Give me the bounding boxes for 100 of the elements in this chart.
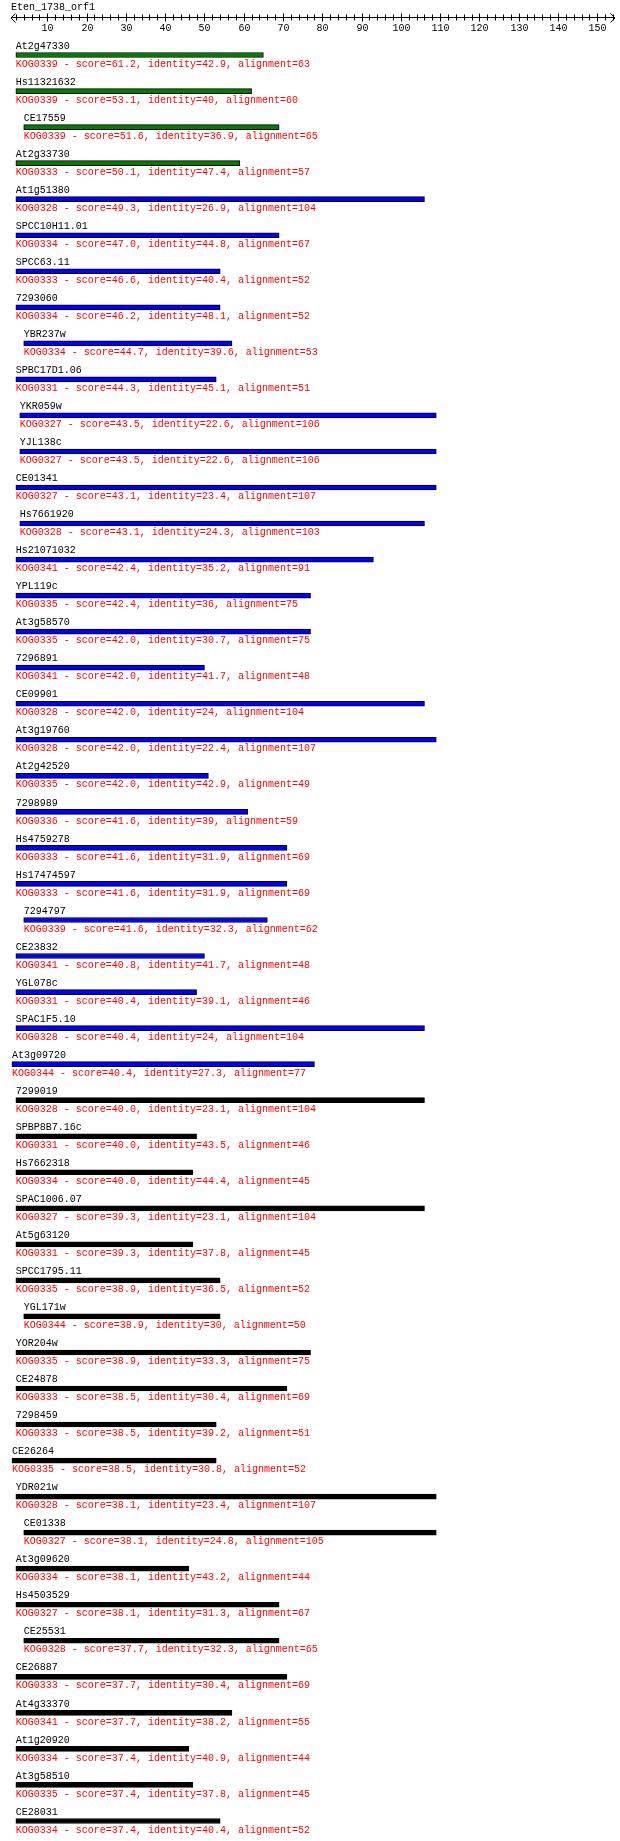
data-label: KOG0341 - score=37.7, identity=38.2, alignment=55: [15, 1716, 310, 1728]
x-tick-label: 90: [356, 22, 369, 34]
data-label: KOG0328 - score=40.4, identity=24, alignment=104: [15, 1031, 304, 1043]
bar: [23, 1637, 280, 1644]
y-tick-label: At3g19760: [15, 725, 70, 737]
data-label: KOG0328 - score=37.7, identity=32.3, alignment=65: [23, 1644, 318, 1656]
y-tick-label: CE25531: [23, 1626, 66, 1638]
y-tick-label: YPL119c: [15, 581, 58, 593]
data-label: KOG0328 - score=42.0, identity=22.4, alignment=107: [15, 743, 316, 755]
data-label: KOG0341 - score=42.4, identity=35.2, alignment=91: [15, 563, 310, 575]
data-label: KOG0334 - score=47.0, identity=44.8, alignment=67: [15, 238, 310, 250]
y-tick-label: CE26264: [11, 1446, 54, 1458]
data-label: KOG0333 - score=46.6, identity=40.4, alignment=52: [15, 274, 310, 286]
data-label: KOG0331 - score=40.0, identity=43.5, alignment=46: [15, 1139, 310, 1151]
y-tick-label: At2g47330: [15, 40, 70, 52]
y-tick-label: CE01341: [15, 473, 58, 485]
data-label: KOG0333 - score=41.6, identity=31.9, alignment=69: [15, 887, 310, 899]
y-tick-label: CE26887: [15, 1662, 58, 1674]
x-tick-label: 50: [198, 22, 211, 34]
x-tick-label: 150: [588, 22, 607, 34]
y-tick-label: YDR021w: [15, 1482, 58, 1494]
y-tick-label: SPBP8B7.16c: [15, 1121, 82, 1133]
y-tick-label: At3g09720: [11, 1049, 66, 1061]
data-label: KOG0331 - score=40.4, identity=39.1, alignment=46: [15, 995, 310, 1007]
data-label: KOG0334 - score=38.1, identity=43.2, alignment=44: [15, 1572, 310, 1584]
x-tick-label: 140: [549, 22, 568, 34]
y-tick-label: 7296891: [15, 653, 58, 665]
y-tick-label: SPAC1F5.10: [15, 1013, 76, 1025]
x-tick-label: 70: [277, 22, 290, 34]
data-label: KOG0334 - score=40.0, identity=44.4, alignment=45: [15, 1175, 310, 1187]
data-label: KOG0327 - score=43.1, identity=23.4, alignment=107: [15, 491, 316, 503]
data-label: KOG0344 - score=40.4, identity=27.3, alignment=77: [11, 1067, 306, 1079]
y-tick-label: YGL078c: [15, 977, 58, 989]
y-tick-label: At3g58570: [15, 617, 70, 629]
data-label: KOG0333 - score=38.5, identity=39.2, alignment=51: [15, 1428, 310, 1440]
y-tick-label: 7298459: [15, 1410, 58, 1422]
y-tick-label: SPAC1006.07: [15, 1193, 82, 1205]
data-label: KOG0327 - score=43.5, identity=22.6, alignment=106: [19, 455, 320, 467]
x-tick-label: 60: [238, 22, 251, 34]
data-label: KOG0333 - score=41.6, identity=31.9, alignment=69: [15, 851, 310, 863]
data-label: KOG0335 - score=42.0, identity=42.9, alignment=49: [15, 779, 310, 791]
data-label: KOG0327 - score=39.3, identity=23.1, alignment=104: [15, 1211, 316, 1223]
data-label: KOG0335 - score=38.9, identity=33.3, alignment=75: [15, 1356, 310, 1368]
data-label: KOG0335 - score=42.0, identity=30.7, alignment=75: [15, 635, 310, 647]
data-label: KOG0335 - score=38.9, identity=36.5, alignment=52: [15, 1284, 310, 1296]
y-tick-label: Hs4503529: [15, 1590, 70, 1602]
y-tick-label: At1g51380: [15, 184, 70, 196]
data-label: KOG0344 - score=38.9, identity=30, alignment=50: [23, 1320, 306, 1332]
data-label: KOG0334 - score=46.2, identity=48.1, alignment=52: [15, 310, 310, 322]
data-label: KOG0333 - score=50.1, identity=47.4, alignment=57: [15, 166, 310, 178]
data-label: KOG0333 - score=37.7, identity=30.4, alignment=69: [15, 1680, 310, 1692]
x-tick-label: 130: [510, 22, 529, 34]
y-tick-label: At3g09620: [15, 1554, 70, 1566]
y-tick-label: At4g33370: [15, 1698, 70, 1710]
data-label: KOG0331 - score=39.3, identity=37.8, alignment=45: [15, 1247, 310, 1259]
data-label: KOG0339 - score=41.6, identity=32.3, alignment=62: [23, 923, 318, 935]
data-label: KOG0339 - score=61.2, identity=42.9, alignment=63: [15, 58, 310, 70]
y-tick-label: YJL138c: [19, 437, 62, 449]
y-tick-label: CE28031: [15, 1806, 58, 1818]
data-label: KOG0333 - score=38.5, identity=30.4, alignment=69: [15, 1392, 310, 1404]
x-tick-label: 100: [392, 22, 411, 34]
y-tick-label: 7294797: [23, 905, 66, 917]
y-tick-label: SPCC63.11: [15, 256, 70, 268]
y-tick-label: 7293060: [15, 292, 58, 304]
y-tick-label: Hs4759278: [15, 833, 70, 845]
data-label: KOG0331 - score=44.3, identity=45.1, alignment=51: [15, 383, 310, 395]
data-label: KOG0334 - score=37.4, identity=40.9, alignment=44: [15, 1752, 310, 1764]
data-label: KOG0327 - score=38.1, identity=24.8, alignment=105: [23, 1536, 324, 1548]
y-tick-label: Hs7662318: [15, 1157, 70, 1169]
data-label: KOG0328 - score=42.0, identity=24, alignment=104: [15, 707, 304, 719]
x-tick-label: 80: [316, 22, 329, 34]
x-tick-label: 10: [41, 22, 54, 34]
y-tick-label: SPBC17D1.06: [15, 365, 82, 377]
x-tick-label: 20: [81, 22, 94, 34]
y-tick-label: At1g20920: [15, 1734, 70, 1746]
y-tick-label: At2g42520: [15, 761, 70, 773]
y-tick-label: CE24878: [15, 1374, 58, 1386]
y-tick-label: CE09901: [15, 689, 58, 701]
data-label: KOG0334 - score=44.7, identity=39.6, alignment=53: [23, 346, 318, 358]
y-tick-label: YBR237w: [23, 328, 66, 340]
data-label: KOG0336 - score=41.6, identity=39, alignment=59: [15, 815, 298, 827]
x-tick-label: 30: [120, 22, 133, 34]
y-tick-label: YKR059w: [19, 401, 62, 413]
y-tick-label: SPCC1795.11: [15, 1266, 82, 1278]
data-label: KOG0341 - score=42.0, identity=41.7, alignment=48: [15, 671, 310, 683]
data-label: KOG0335 - score=42.4, identity=36, alignment=75: [15, 599, 298, 611]
y-tick-label: SPCC10H11.01: [15, 220, 88, 232]
x-tick-label: 120: [470, 22, 489, 34]
y-tick-label: 7298989: [15, 797, 58, 809]
y-tick-label: 7299019: [15, 1085, 58, 1097]
data-label: KOG0334 - score=37.4, identity=40.4, alignment=52: [15, 1824, 310, 1836]
data-label: KOG0328 - score=43.1, identity=24.3, alignment=103: [19, 527, 320, 539]
y-tick-label: CE17559: [23, 112, 66, 124]
data-label: KOG0328 - score=49.3, identity=26.9, alignment=104: [15, 202, 316, 214]
y-tick-label: CE01338: [23, 1518, 66, 1530]
y-tick-label: At5g63120: [15, 1229, 70, 1241]
y-tick-label: YOR204w: [15, 1338, 58, 1350]
x-tick-label: 40: [159, 22, 172, 34]
y-tick-label: Hs21071032: [15, 545, 76, 557]
y-tick-label: Hs7661920: [19, 509, 74, 521]
